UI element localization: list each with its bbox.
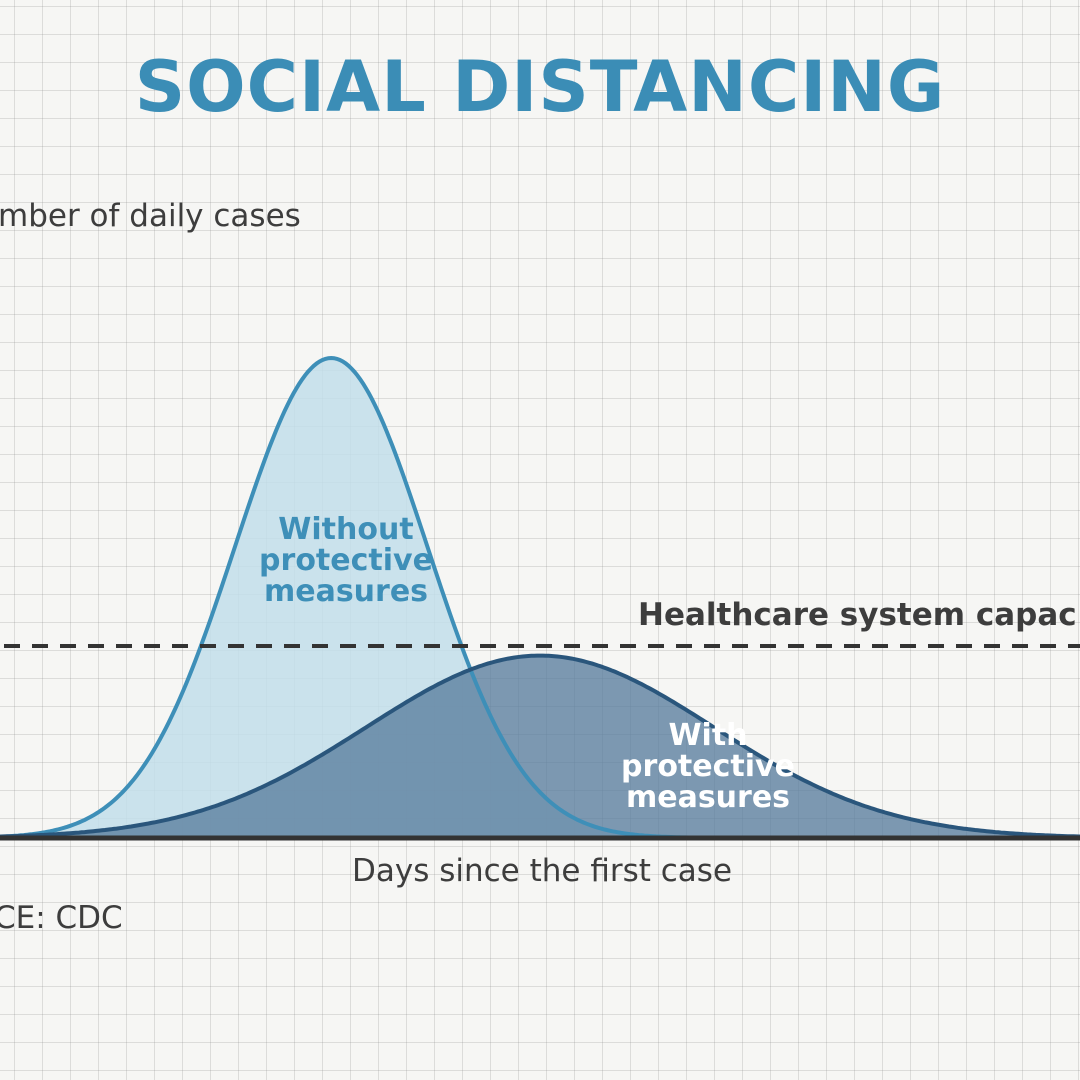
x-axis-label: Days since the first case [352,853,733,889]
chart-title: SOCIAL DISTANCING [134,46,946,128]
without-measures-area [0,358,1080,838]
y-axis-label: mber of daily cases [0,198,301,234]
without-measures-label: Without protective measures [259,512,433,609]
with-measures-label: With protective measures [621,718,795,815]
capacity-label: Healthcare system capac [638,597,1077,633]
source-label: CE: CDC [0,900,123,936]
with-measures-area [0,655,1080,838]
with-measures-line [0,653,1080,839]
